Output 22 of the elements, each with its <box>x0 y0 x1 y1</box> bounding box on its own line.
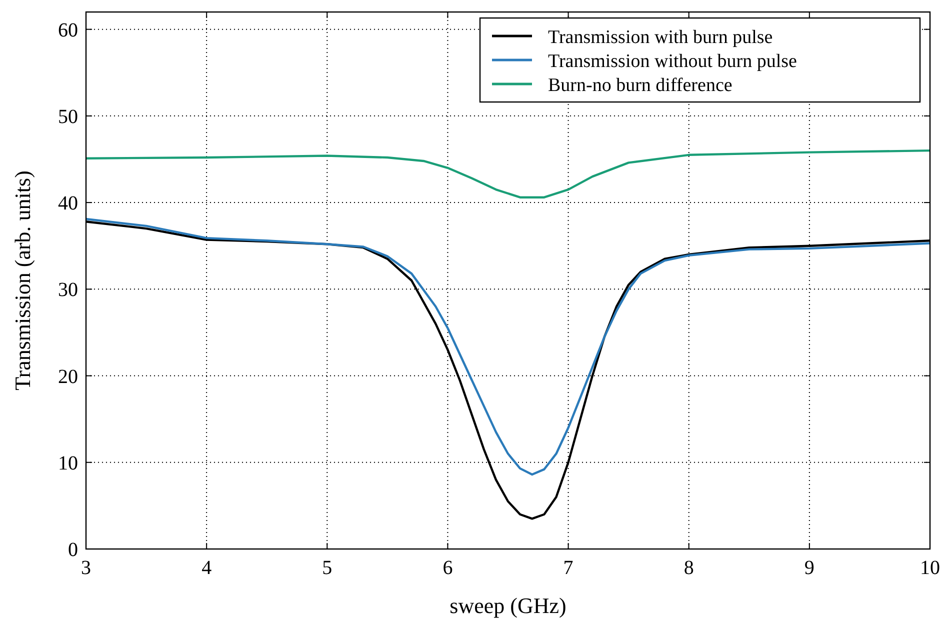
y-tick-label: 40 <box>58 192 78 215</box>
line-series <box>84 149 932 198</box>
y-tick-label: 0 <box>68 539 78 561</box>
legend-label: Burn-no burn difference <box>548 75 732 96</box>
x-tick-label: 4 <box>202 557 212 579</box>
x-tick-label: 9 <box>804 557 814 579</box>
y-tick-label: 60 <box>58 19 78 42</box>
y-tick-label: 30 <box>58 279 78 302</box>
x-tick-label: 5 <box>322 557 332 579</box>
legend-label: Transmission with burn pulse <box>548 27 773 48</box>
x-tick-label: 3 <box>81 557 91 579</box>
x-tick-label: 8 <box>684 557 694 579</box>
x-axis-title: sweep (GHz) <box>450 593 566 618</box>
y-tick-label: 20 <box>58 366 78 388</box>
x-tick-label: 10 <box>920 557 940 579</box>
y-tick-label: 50 <box>58 106 78 128</box>
line-series <box>84 218 932 476</box>
x-tick-label: 6 <box>442 557 453 579</box>
y-axis-title: Transmission (arb. units) <box>10 170 35 390</box>
y-tick-label: 10 <box>58 452 78 474</box>
legend-label: Transmission without burn pulse <box>548 51 797 72</box>
x-tick-label: 7 <box>563 557 574 579</box>
